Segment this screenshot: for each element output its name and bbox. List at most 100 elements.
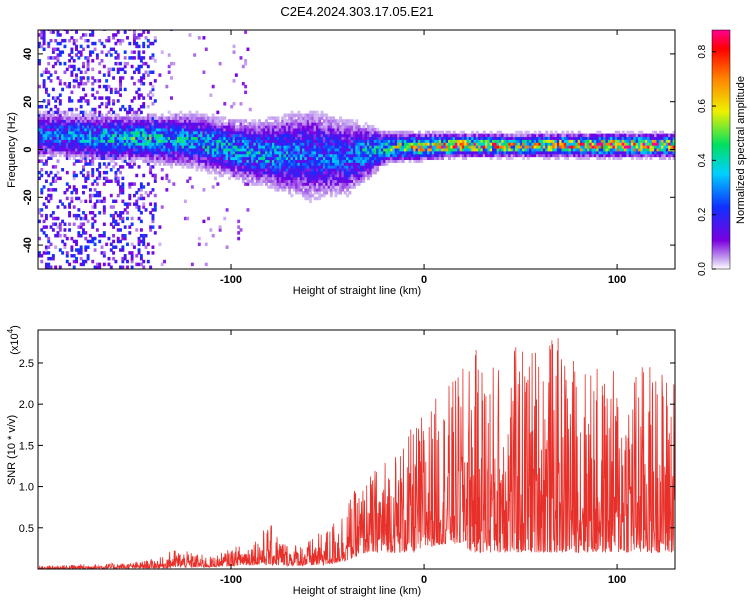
spectrogram-cell <box>197 145 201 149</box>
spectrogram-cell <box>267 150 271 155</box>
spectrogram-cell <box>517 130 521 135</box>
spectrogram-cell <box>288 136 292 140</box>
spectrogram-cell <box>531 147 535 152</box>
spectrogram-cell <box>195 113 199 117</box>
spectrogram-cell <box>112 133 116 138</box>
spectrogram-cell <box>336 162 340 166</box>
spectrogram-cell <box>626 139 630 143</box>
spectrogram-cell <box>181 162 185 166</box>
spectrogram-cell <box>91 93 95 97</box>
spectrogram-cell <box>383 142 387 146</box>
spectrogram-cell <box>58 222 62 226</box>
spectrogram-cell <box>54 119 58 123</box>
spectrogram-cell <box>197 156 201 161</box>
spectrogram-cell <box>332 188 336 192</box>
spectrogram-cell <box>271 147 275 152</box>
spectrogram-cell <box>487 145 491 149</box>
spectrogram-cell <box>128 133 132 138</box>
spectrogram-cell <box>366 142 370 146</box>
spectrogram-cell <box>364 130 368 135</box>
spectrogram-cell <box>220 139 224 143</box>
spectrogram-cell <box>498 130 502 135</box>
spectrogram-cell <box>58 130 62 135</box>
spectrogram-cell <box>309 162 312 166</box>
spectrogram-cell <box>123 56 127 60</box>
spectrogram-cell <box>297 127 301 132</box>
spectrogram-cell <box>253 136 257 140</box>
spectrogram-cell <box>126 125 129 129</box>
spectrogram-cell <box>329 176 333 181</box>
spectrogram-cell <box>348 176 352 181</box>
spectrogram-cell <box>267 145 271 149</box>
spectrogram-cell <box>422 145 426 149</box>
spectrogram-cell <box>496 139 500 143</box>
spectrogram-cell <box>309 165 312 169</box>
spectrogram-cell <box>334 188 338 192</box>
spectrogram-cell <box>304 145 308 149</box>
spectrogram-cell <box>640 153 644 158</box>
spectrogram-cell <box>448 147 451 152</box>
spectrogram-cell <box>265 147 268 152</box>
spectrogram-cell <box>600 139 604 143</box>
spectrogram-cell <box>195 125 199 129</box>
spectrogram-cell <box>137 239 141 244</box>
spectrogram-cell <box>40 136 44 140</box>
spectrogram-cell <box>454 145 458 149</box>
spectrogram-cell <box>258 136 261 140</box>
spectrogram-cell <box>281 185 285 189</box>
spectrogram-cell <box>105 87 109 92</box>
spectrogram-cell <box>195 159 199 163</box>
spectrogram-cell <box>306 125 310 129</box>
spectrogram-cell <box>299 116 303 120</box>
spectrogram-cell <box>40 259 44 264</box>
spectrogram-cell <box>158 145 162 149</box>
spectrogram-cell <box>65 142 69 146</box>
spectrogram-cell <box>313 162 317 166</box>
spectrogram-cell <box>167 153 171 158</box>
spectrogram-cell <box>239 162 243 166</box>
spectrogram-cell <box>302 179 305 183</box>
spectrogram-cell <box>529 136 532 140</box>
spectrogram-cell <box>357 145 361 149</box>
spectrogram-cells <box>38 30 675 269</box>
spectrogram-cell <box>82 228 85 232</box>
spectrogram-cell <box>547 147 551 152</box>
spectrogram-cell <box>297 142 301 146</box>
spectrogram-cell <box>332 116 336 120</box>
spectrogram-cell <box>63 130 67 135</box>
spectrogram-cell <box>288 119 292 123</box>
spectrogram-cell <box>75 130 78 135</box>
spectrogram-cell <box>63 125 67 129</box>
spectrogram-cell <box>214 133 217 138</box>
spectrogram-cell <box>510 153 514 158</box>
spectrogram-cell <box>107 130 111 135</box>
spectrogram-cell <box>218 139 222 143</box>
spectrogram-cell <box>251 127 255 132</box>
spectrogram-cell <box>508 139 512 143</box>
spectrogram-cell <box>144 61 148 66</box>
spectrogram-cell <box>47 251 51 255</box>
spectrogram-cell <box>130 125 134 129</box>
spectrogram-cell <box>559 145 563 149</box>
spectrogram-cell <box>58 33 62 37</box>
spectrogram-cell <box>397 130 400 135</box>
spectrogram-cell <box>408 139 412 143</box>
spectrogram-cell <box>98 190 102 195</box>
spectrogram-cell <box>149 136 153 140</box>
spectrogram-cell <box>172 150 176 155</box>
spectrogram-cell <box>519 147 523 152</box>
spectrogram-cell <box>603 150 607 155</box>
spectrogram-cell <box>225 125 229 129</box>
spectrogram-cell <box>271 173 275 178</box>
spectrogram-cell <box>371 153 375 158</box>
spectrogram-cell <box>139 188 143 192</box>
spectrogram-cell <box>54 38 58 43</box>
spectrogram-cell <box>343 145 347 149</box>
spectrogram-cell <box>139 156 143 161</box>
spectrogram-cell <box>190 136 194 140</box>
spectrogram-cell <box>415 150 419 155</box>
spectrogram-cell <box>248 130 252 135</box>
spectrogram-cell <box>227 168 231 172</box>
spectrogram-cell <box>218 61 222 66</box>
spectrogram-cell <box>255 139 259 143</box>
